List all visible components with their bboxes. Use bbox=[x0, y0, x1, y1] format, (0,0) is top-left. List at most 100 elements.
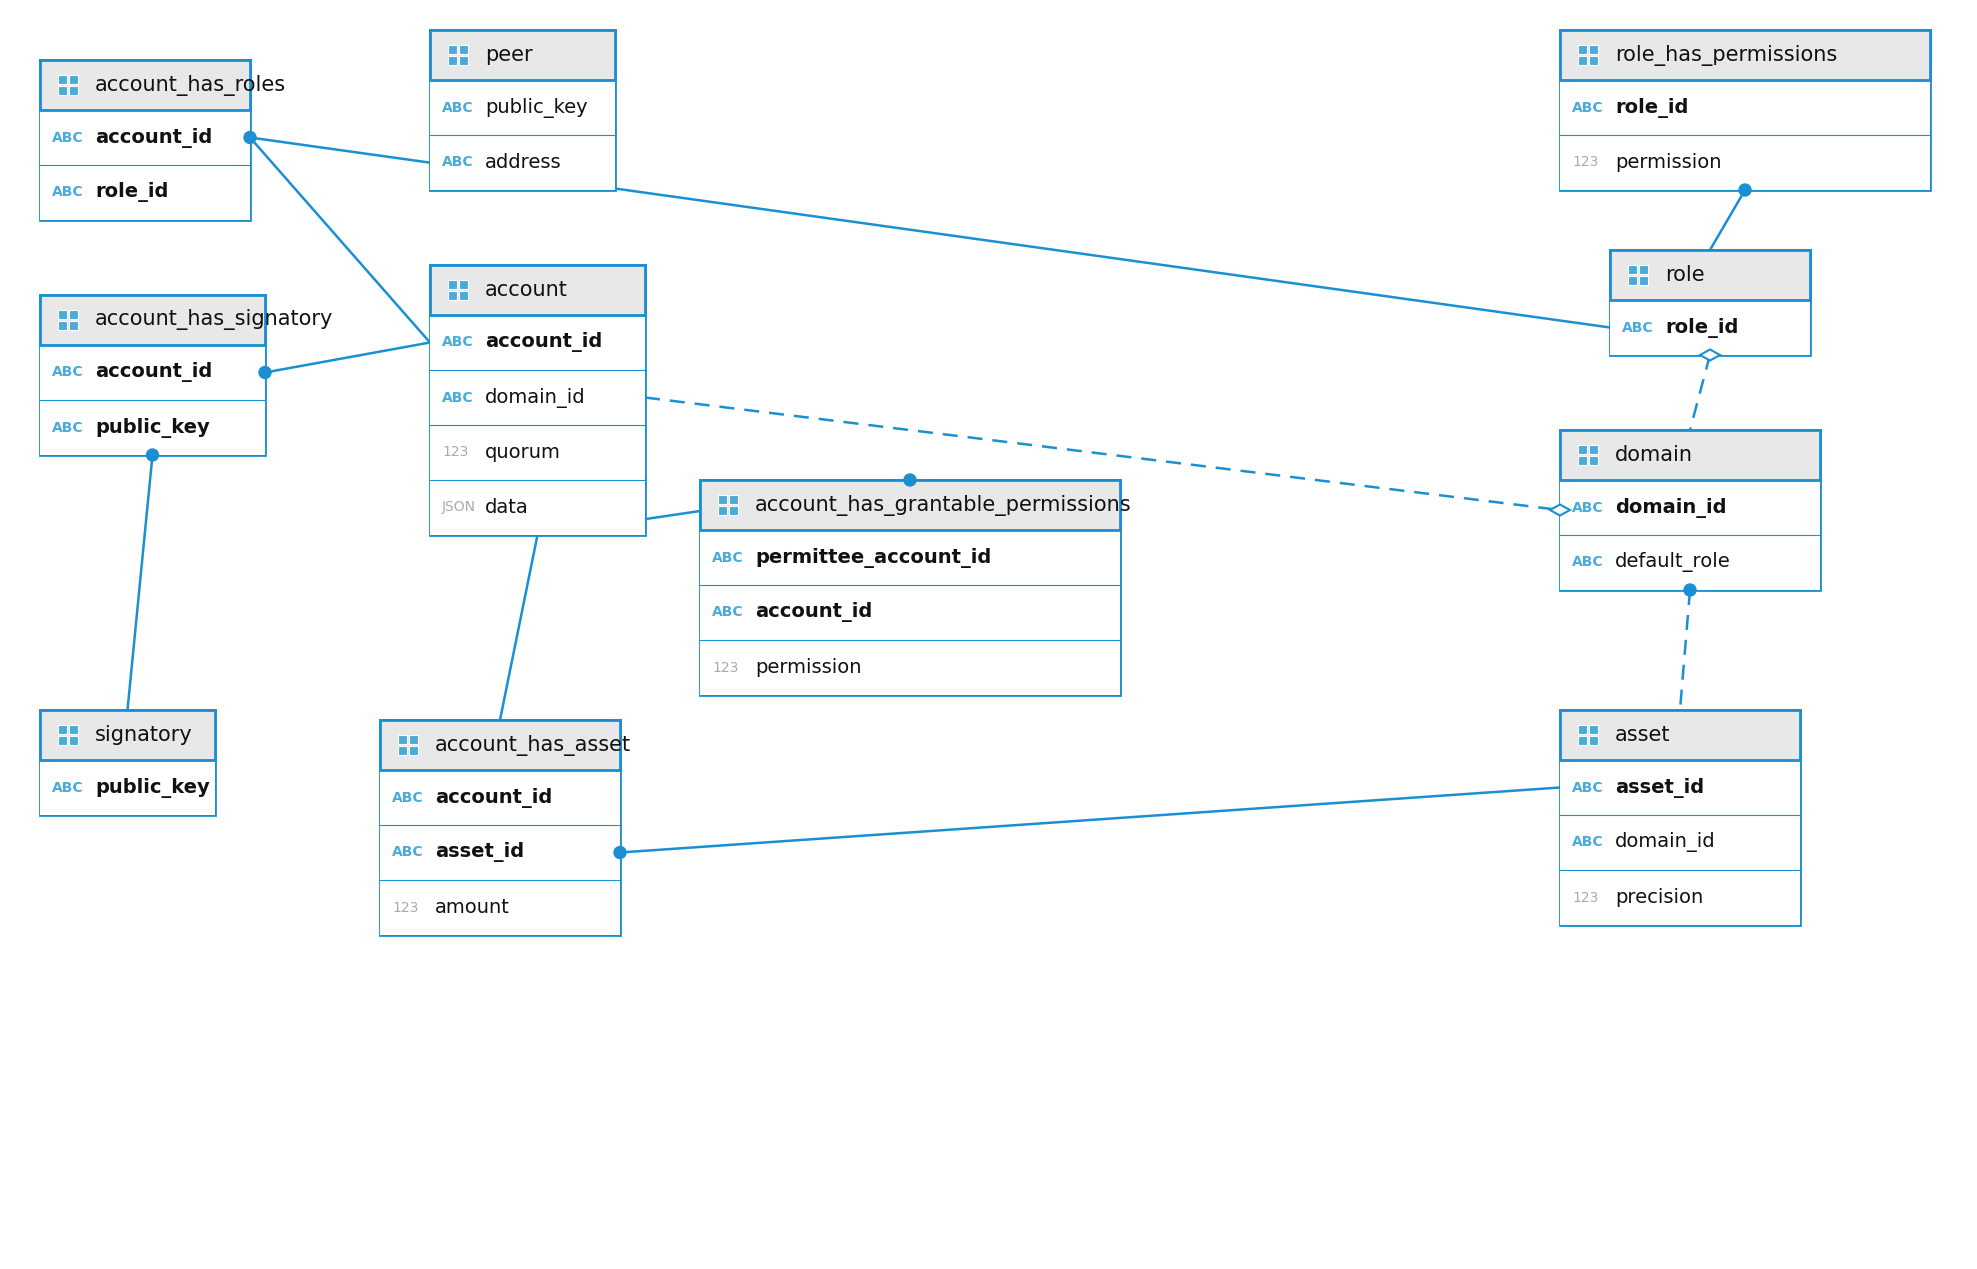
Text: ABC: ABC bbox=[712, 605, 743, 619]
Bar bbox=[431, 425, 645, 480]
Bar bbox=[431, 135, 615, 190]
Bar bbox=[1590, 725, 1597, 733]
Bar bbox=[431, 371, 645, 425]
Text: asset: asset bbox=[1615, 725, 1671, 745]
Circle shape bbox=[1740, 184, 1752, 195]
Text: account_id: account_id bbox=[95, 127, 212, 147]
Bar bbox=[69, 310, 77, 319]
Bar bbox=[380, 720, 621, 770]
Bar bbox=[40, 345, 265, 400]
Circle shape bbox=[243, 132, 255, 143]
Text: ABC: ABC bbox=[712, 551, 743, 565]
Bar bbox=[700, 480, 1121, 695]
Bar bbox=[431, 265, 645, 536]
Bar bbox=[459, 280, 469, 289]
Bar bbox=[1560, 430, 1821, 480]
Text: ABC: ABC bbox=[51, 365, 83, 379]
Bar bbox=[57, 310, 67, 319]
Text: 123: 123 bbox=[443, 445, 469, 459]
Text: account_id: account_id bbox=[484, 332, 603, 353]
Text: domain_id: domain_id bbox=[484, 387, 585, 407]
Text: role_id: role_id bbox=[95, 183, 168, 203]
Bar bbox=[57, 725, 67, 733]
Bar bbox=[1590, 44, 1597, 55]
Bar bbox=[1627, 275, 1637, 286]
Bar bbox=[1639, 275, 1649, 286]
Text: ABC: ABC bbox=[391, 845, 423, 859]
Text: address: address bbox=[484, 154, 561, 173]
Bar bbox=[459, 56, 469, 65]
Text: ABC: ABC bbox=[51, 420, 83, 434]
Bar bbox=[40, 165, 249, 220]
Bar bbox=[449, 56, 457, 65]
Text: account_has_signatory: account_has_signatory bbox=[95, 310, 334, 330]
Bar bbox=[431, 480, 645, 536]
Text: ABC: ABC bbox=[51, 185, 83, 199]
Text: role_has_permissions: role_has_permissions bbox=[1615, 44, 1837, 66]
Bar bbox=[1560, 709, 1799, 760]
Text: quorum: quorum bbox=[484, 443, 561, 462]
Bar bbox=[1560, 480, 1821, 536]
Bar bbox=[57, 86, 67, 95]
Text: domain_id: domain_id bbox=[1615, 497, 1726, 518]
Bar bbox=[397, 735, 407, 744]
Bar bbox=[718, 495, 728, 504]
Bar bbox=[700, 640, 1121, 695]
Bar bbox=[700, 480, 1121, 530]
Bar bbox=[57, 75, 67, 84]
Bar bbox=[380, 770, 621, 825]
Text: ABC: ABC bbox=[1572, 500, 1603, 514]
Bar bbox=[69, 725, 77, 733]
Text: account_id: account_id bbox=[95, 363, 212, 382]
Text: amount: amount bbox=[435, 898, 510, 917]
Bar bbox=[1560, 709, 1799, 925]
Bar bbox=[431, 315, 645, 371]
Text: 123: 123 bbox=[712, 660, 737, 675]
Bar bbox=[718, 506, 728, 515]
Bar bbox=[449, 291, 457, 299]
Bar bbox=[40, 760, 215, 815]
Bar bbox=[40, 60, 249, 110]
Text: ABC: ABC bbox=[1572, 100, 1603, 114]
Text: ABC: ABC bbox=[443, 100, 474, 114]
Text: account_has_grantable_permissions: account_has_grantable_permissions bbox=[755, 495, 1131, 515]
Text: asset_id: asset_id bbox=[1615, 778, 1704, 797]
Bar bbox=[69, 75, 77, 84]
Bar bbox=[1560, 135, 1930, 190]
Bar bbox=[1560, 30, 1930, 80]
Text: signatory: signatory bbox=[95, 725, 192, 745]
Bar bbox=[1590, 456, 1597, 464]
Bar bbox=[431, 265, 645, 315]
Bar bbox=[431, 80, 615, 135]
Text: ABC: ABC bbox=[51, 131, 83, 145]
Bar bbox=[449, 44, 457, 55]
Bar bbox=[1578, 44, 1588, 55]
Text: ABC: ABC bbox=[443, 335, 474, 349]
Text: permission: permission bbox=[1615, 154, 1722, 173]
Bar bbox=[730, 495, 737, 504]
Circle shape bbox=[146, 449, 158, 461]
Text: ABC: ABC bbox=[443, 391, 474, 405]
Bar bbox=[700, 585, 1121, 640]
Text: ABC: ABC bbox=[443, 156, 474, 170]
Circle shape bbox=[1684, 584, 1696, 596]
Text: 123: 123 bbox=[1572, 156, 1597, 170]
Bar bbox=[1609, 250, 1811, 355]
Bar bbox=[69, 736, 77, 745]
Text: public_key: public_key bbox=[95, 418, 210, 438]
Circle shape bbox=[615, 846, 627, 859]
Text: ABC: ABC bbox=[1621, 321, 1653, 335]
Bar bbox=[397, 746, 407, 755]
Bar bbox=[1590, 736, 1597, 745]
Text: asset_id: asset_id bbox=[435, 843, 524, 863]
Bar bbox=[1609, 250, 1811, 299]
Text: role_id: role_id bbox=[1665, 317, 1738, 338]
Text: ABC: ABC bbox=[1572, 835, 1603, 849]
Bar bbox=[69, 321, 77, 330]
Text: role: role bbox=[1665, 265, 1704, 286]
Bar bbox=[431, 30, 615, 190]
Bar bbox=[449, 280, 457, 289]
Text: role_id: role_id bbox=[1615, 98, 1688, 118]
Text: JSON: JSON bbox=[443, 500, 476, 514]
Bar bbox=[1560, 871, 1799, 925]
